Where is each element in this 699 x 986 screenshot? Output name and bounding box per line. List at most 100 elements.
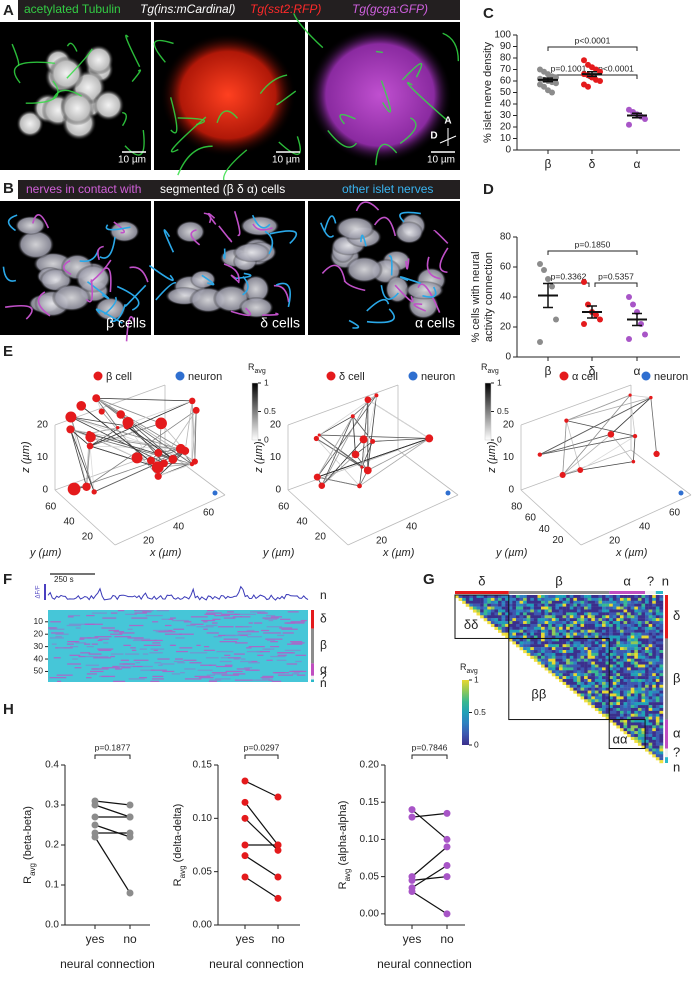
matrix-cell xyxy=(462,597,466,601)
matrix-cell xyxy=(616,615,621,619)
matrix-cell xyxy=(566,597,570,601)
matrix-cell xyxy=(623,681,628,685)
edge xyxy=(352,416,356,455)
matrix-cell xyxy=(652,736,657,741)
matrix-cell xyxy=(587,687,592,691)
matrix-cell xyxy=(584,681,588,685)
matrix-cell xyxy=(573,638,578,642)
legend-marker xyxy=(408,371,418,381)
matrix-cell xyxy=(623,600,628,604)
heatmap-cell xyxy=(69,654,81,656)
matrix-cell xyxy=(594,623,599,628)
matrix-cell xyxy=(587,623,592,628)
matrix-cell xyxy=(634,647,639,651)
edge xyxy=(89,422,162,447)
heatmap-cell xyxy=(279,627,293,629)
nerve xyxy=(276,90,297,106)
x-tick-label: 60 xyxy=(203,508,215,519)
matrix-cell xyxy=(594,667,599,671)
matrix-cell xyxy=(634,641,639,645)
matrix-cell xyxy=(515,632,520,636)
scale-bar-label: 10 µm xyxy=(118,155,146,166)
heatmap-cell xyxy=(244,667,250,669)
matrix-cell xyxy=(645,742,649,746)
nerve xyxy=(399,276,422,285)
matrix-cell xyxy=(605,687,610,691)
matrix-cell xyxy=(559,623,563,628)
heatmap-cell xyxy=(205,612,222,614)
matrix-cell xyxy=(659,734,664,738)
matrix-cell xyxy=(602,684,606,688)
colorbar-label: Ravg xyxy=(248,362,266,375)
y-tick-label: 0.05 xyxy=(360,871,380,882)
colorbar xyxy=(251,382,259,441)
matrix-cell xyxy=(498,626,502,630)
matrix-cell xyxy=(591,635,596,639)
matrix-cell xyxy=(634,661,639,665)
matrix-cell xyxy=(544,623,549,628)
group-label: n xyxy=(662,573,669,588)
matrix-cell xyxy=(591,696,596,700)
matrix-cell xyxy=(569,623,574,628)
cell xyxy=(60,91,95,126)
matrix-cell xyxy=(609,595,613,599)
matrix-cell xyxy=(619,618,624,622)
matrix-cell xyxy=(584,635,588,639)
matrix-cell xyxy=(519,641,524,645)
matrix-cell xyxy=(616,641,621,645)
edge xyxy=(629,395,636,437)
matrix-cell xyxy=(505,635,509,639)
heatmap-cell xyxy=(176,650,188,653)
matrix-cell xyxy=(501,597,506,601)
x-tick-label: no xyxy=(123,932,137,946)
matrix-cell xyxy=(544,629,549,633)
edge xyxy=(89,445,158,468)
matrix-cell xyxy=(594,670,599,674)
edge xyxy=(610,434,634,462)
edge xyxy=(318,415,353,436)
heatmap-cell xyxy=(245,669,260,671)
matrix-cell xyxy=(619,655,624,659)
matrix-cell xyxy=(602,658,606,662)
panel-label: C xyxy=(483,5,494,22)
matrix-cell xyxy=(487,606,492,610)
heatmap-cell xyxy=(248,667,253,669)
x-tick-label: α xyxy=(634,157,641,171)
matrix-cell xyxy=(480,603,484,607)
nerve xyxy=(366,308,395,324)
matrix-cell xyxy=(569,641,574,645)
matrix-cell xyxy=(569,652,574,657)
matrix-cell xyxy=(548,644,553,648)
heatmap-cell xyxy=(171,673,181,675)
matrix-cell xyxy=(605,655,610,659)
y-tick-label: 0.05 xyxy=(193,866,213,877)
matrix-cell xyxy=(655,650,660,654)
matrix-cell xyxy=(630,600,635,604)
matrix-cell xyxy=(655,713,660,717)
heatmap-cell xyxy=(86,646,94,648)
matrix-cell xyxy=(641,664,646,668)
data-point xyxy=(593,312,599,318)
heatmap-cell xyxy=(277,634,285,637)
matrix-cell xyxy=(655,652,660,657)
neuron-node xyxy=(445,490,451,496)
matrix-cell xyxy=(548,618,553,622)
frame xyxy=(520,384,632,426)
nerve xyxy=(222,248,226,260)
matrix-cell xyxy=(587,603,592,607)
x-tick-label: 40 xyxy=(173,522,185,533)
cell-node xyxy=(649,395,653,400)
matrix-cell xyxy=(605,612,610,616)
sem-bar xyxy=(632,312,642,327)
edge xyxy=(630,394,651,399)
matrix-cell xyxy=(637,664,642,668)
edge xyxy=(367,399,430,439)
heatmap-cell xyxy=(128,678,145,680)
matrix-cell xyxy=(637,652,642,657)
matrix-cell xyxy=(627,725,631,729)
heatmap-cell xyxy=(250,660,258,663)
matrix-cell xyxy=(655,638,660,642)
edge xyxy=(96,397,193,465)
matrix-cell xyxy=(612,693,617,697)
matrix-cell xyxy=(619,661,624,665)
